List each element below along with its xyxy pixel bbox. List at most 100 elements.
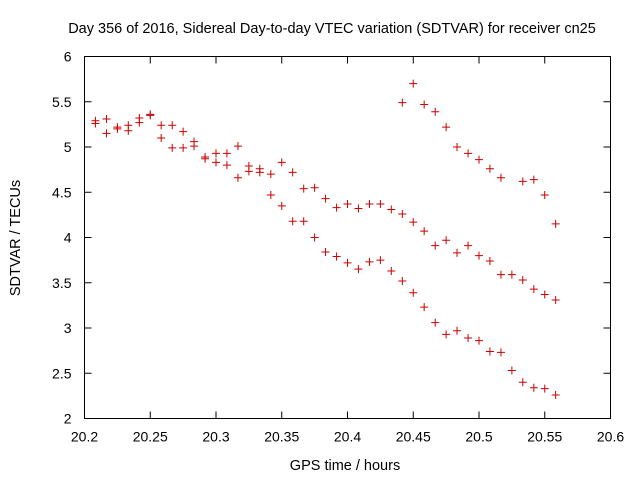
data-point [179, 143, 188, 152]
data-point [540, 384, 549, 393]
data-point [529, 285, 538, 294]
data-point [551, 295, 560, 304]
x-tick-label: 20.5 [465, 429, 492, 445]
chart-title: Day 356 of 2016, Sidereal Day-to-day VTE… [68, 21, 596, 37]
y-tick-label: 6 [64, 49, 72, 65]
y-tick-label: 3.5 [52, 275, 72, 291]
data-point [485, 347, 494, 356]
data-point [124, 126, 133, 135]
y-tick-label: 3 [64, 320, 72, 336]
data-point [398, 98, 407, 107]
data-point [420, 227, 429, 236]
data-point [431, 318, 440, 327]
data-point [442, 123, 451, 132]
data-point [244, 167, 253, 176]
data-point [222, 149, 231, 158]
data-point [485, 257, 494, 266]
data-point [475, 336, 483, 345]
data-point [464, 333, 473, 342]
y-tick-label: 4 [64, 230, 72, 246]
data-point [354, 265, 363, 274]
data-point [485, 164, 494, 173]
data-point [409, 288, 418, 297]
data-point [190, 142, 199, 151]
x-tick-label: 20.6 [597, 429, 624, 445]
data-point [168, 121, 177, 130]
data-point [321, 247, 330, 256]
data-point [332, 203, 341, 212]
data-point [102, 129, 111, 138]
data-point [518, 276, 527, 285]
data-point [376, 256, 385, 265]
data-point [354, 204, 363, 213]
data-point [135, 118, 144, 127]
y-axis-label: SDTVAR / TECUs [8, 180, 24, 296]
data-point [496, 348, 505, 357]
data-point [310, 233, 319, 242]
data-point [321, 194, 330, 203]
y-tick-label: 2.5 [52, 365, 72, 381]
data-point [453, 143, 462, 151]
data-point [201, 154, 210, 163]
x-tick-label: 20.4 [334, 429, 361, 445]
data-point [475, 155, 483, 164]
data-point [464, 149, 473, 158]
data-point [529, 175, 538, 184]
data-point [398, 276, 407, 285]
data-point [453, 326, 462, 335]
x-axis-label: GPS time / hours [290, 458, 400, 474]
data-point [376, 200, 385, 209]
y-axis: 2 2.5 3 3.5 4 4.5 5 5.5 6 [52, 49, 611, 427]
plot-frame [84, 56, 611, 419]
data-point [277, 158, 286, 167]
data-point [420, 100, 429, 109]
data-point [507, 366, 516, 375]
x-tick-label: 20.3 [202, 429, 229, 445]
x-tick-label: 20.55 [527, 429, 562, 445]
data-point [431, 241, 440, 250]
data-point [365, 257, 374, 266]
data-point [179, 127, 188, 136]
data-point [332, 252, 341, 261]
data-point [102, 114, 111, 123]
data-point [507, 270, 516, 279]
data-point [518, 177, 527, 186]
data-point [420, 303, 429, 312]
data-point [431, 107, 440, 116]
data-point [310, 183, 319, 192]
x-axis: 20.2 20.25 20.3 20.35 20.4 20.45 20.5 20.55 20.6 [71, 56, 624, 445]
data-point [233, 142, 242, 151]
data-point [222, 161, 231, 170]
x-tick-label: 20.45 [396, 429, 431, 445]
data-point [343, 258, 352, 267]
data-point [475, 251, 483, 260]
x-tick-label: 20.2 [71, 429, 98, 445]
data-point [168, 143, 177, 152]
data-point [299, 184, 308, 193]
y-tick-label: 5 [64, 139, 72, 155]
data-point [540, 190, 549, 199]
data-point [496, 270, 505, 279]
data-point [266, 190, 275, 199]
y-tick-label: 4.5 [52, 184, 72, 200]
data-point [113, 124, 122, 133]
data-points [91, 79, 560, 399]
data-point [387, 205, 396, 214]
data-point [299, 217, 308, 226]
x-tick-label: 20.25 [133, 429, 168, 445]
data-point [365, 200, 374, 209]
y-tick-label: 5.5 [52, 94, 72, 110]
y-tick-label: 2 [64, 411, 72, 427]
data-point [409, 218, 418, 227]
data-point [387, 266, 396, 275]
data-point [288, 168, 297, 177]
data-point [398, 209, 407, 218]
data-point [212, 158, 220, 167]
data-point [288, 217, 297, 226]
data-point [409, 79, 418, 88]
data-point [464, 241, 473, 250]
data-point [255, 168, 264, 177]
data-point [496, 173, 505, 182]
x-tick-label: 20.35 [264, 429, 299, 445]
